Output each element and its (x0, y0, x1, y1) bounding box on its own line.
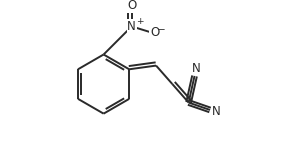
Text: O: O (127, 0, 136, 12)
Text: N: N (192, 62, 200, 75)
Text: −: − (157, 25, 165, 35)
Text: N: N (127, 20, 136, 33)
Text: O: O (150, 26, 159, 39)
Text: +: + (136, 18, 144, 27)
Text: N: N (212, 105, 220, 118)
